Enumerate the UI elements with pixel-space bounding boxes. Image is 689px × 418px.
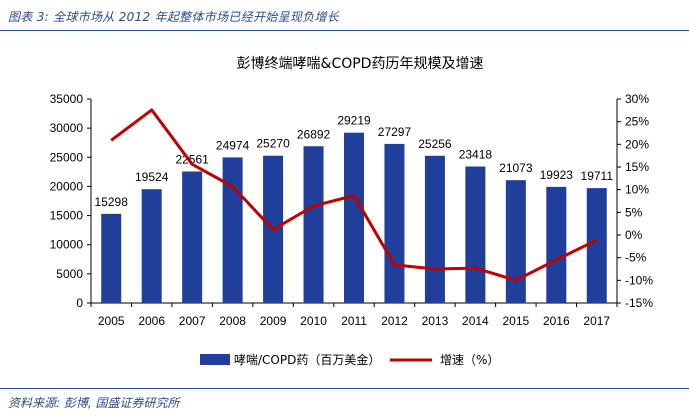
bar-value-label: 25270 (256, 137, 290, 151)
x-tick-label: 2015 (502, 314, 529, 328)
bar (303, 146, 324, 303)
legend-bar-label: 哮喘/COPD药（百万美金） (234, 352, 380, 367)
bar-value-label: 19711 (581, 169, 614, 183)
x-tick-label: 2016 (543, 314, 570, 328)
right-tick-label: 20% (625, 137, 649, 151)
left-tick-label: 35000 (50, 92, 84, 106)
x-tick-label: 2011 (341, 314, 367, 328)
bar (344, 132, 364, 303)
right-tick-label: 10% (625, 183, 649, 197)
bar-value-label: 29219 (337, 114, 371, 128)
bottom-divider (0, 388, 689, 389)
chart-axes: 0 5000 10000 15000 20000 25000 30000 35000 -15% -… (50, 92, 654, 328)
bar (182, 171, 203, 303)
legend-line-label: 增速（%） (440, 353, 499, 367)
bar-value-label: 26892 (297, 127, 331, 141)
x-tick-label: 2009 (260, 314, 287, 328)
bar-value-label: 24974 (216, 138, 250, 152)
growth-line (110, 108, 598, 282)
source-note: 资料来源: 彭博, 国盛证券研究所 (8, 396, 180, 410)
x-tick-label: 2013 (422, 314, 449, 328)
left-tick-label: 25000 (50, 150, 84, 164)
x-tick-label: 2012 (381, 314, 408, 328)
bar (586, 188, 607, 303)
left-tick-label: 0 (76, 296, 83, 310)
bar-value-label: 21073 (499, 161, 533, 175)
bar (101, 213, 122, 303)
right-tick-label: 30% (625, 92, 649, 106)
bar (465, 166, 486, 303)
x-tick-label: 2007 (179, 314, 206, 328)
bar (424, 155, 445, 303)
bar-series (101, 132, 607, 303)
right-tick-label: -15% (625, 296, 653, 310)
bar (141, 189, 162, 303)
right-tick-label: 5% (625, 205, 643, 219)
left-tick-label: 20000 (50, 179, 84, 193)
chart-legend: 哮喘/COPD药（百万美金） 增速（%） (200, 352, 499, 367)
bar (384, 143, 405, 303)
x-tick-label: 2008 (219, 314, 246, 328)
right-tick-label: 0% (625, 228, 643, 242)
bar-data-labels: 15298 19524 22561 24974 25270 26892 29219 27297… (95, 114, 614, 209)
right-tick-label: -10% (625, 273, 653, 287)
top-divider (0, 30, 689, 31)
x-tick-label: 2014 (462, 314, 489, 328)
bar-value-label: 27297 (378, 125, 412, 139)
right-tick-label: 25% (625, 115, 649, 129)
figure-caption: 图表 3: 全球市场从 2012 年起整体市场已经开始呈现负增长 (8, 10, 340, 24)
bar-value-label: 19524 (135, 170, 169, 184)
right-tick-label: -5% (625, 251, 647, 265)
bar (222, 157, 243, 303)
bar (505, 180, 526, 303)
left-tick-label: 15000 (50, 209, 84, 223)
x-tick-label: 2006 (138, 314, 165, 328)
x-tick-label: 2010 (300, 314, 327, 328)
bar-value-label: 25256 (418, 137, 452, 151)
x-tick-label: 2017 (583, 314, 610, 328)
bar-value-label: 23418 (459, 148, 493, 162)
bar-value-label: 15298 (95, 195, 129, 209)
chart-title: 彭博终端哮喘&COPD药历年规模及增速 (237, 55, 484, 72)
bar (546, 186, 567, 303)
bar-value-label: 19923 (540, 168, 574, 182)
left-tick-label: 30000 (50, 121, 84, 135)
legend-bar-swatch (200, 354, 230, 365)
x-tick-label: 2005 (98, 314, 125, 328)
right-tick-label: 15% (625, 160, 649, 174)
bar-value-label: 22561 (175, 153, 209, 167)
left-tick-label: 5000 (56, 267, 83, 281)
left-tick-label: 10000 (50, 238, 84, 252)
